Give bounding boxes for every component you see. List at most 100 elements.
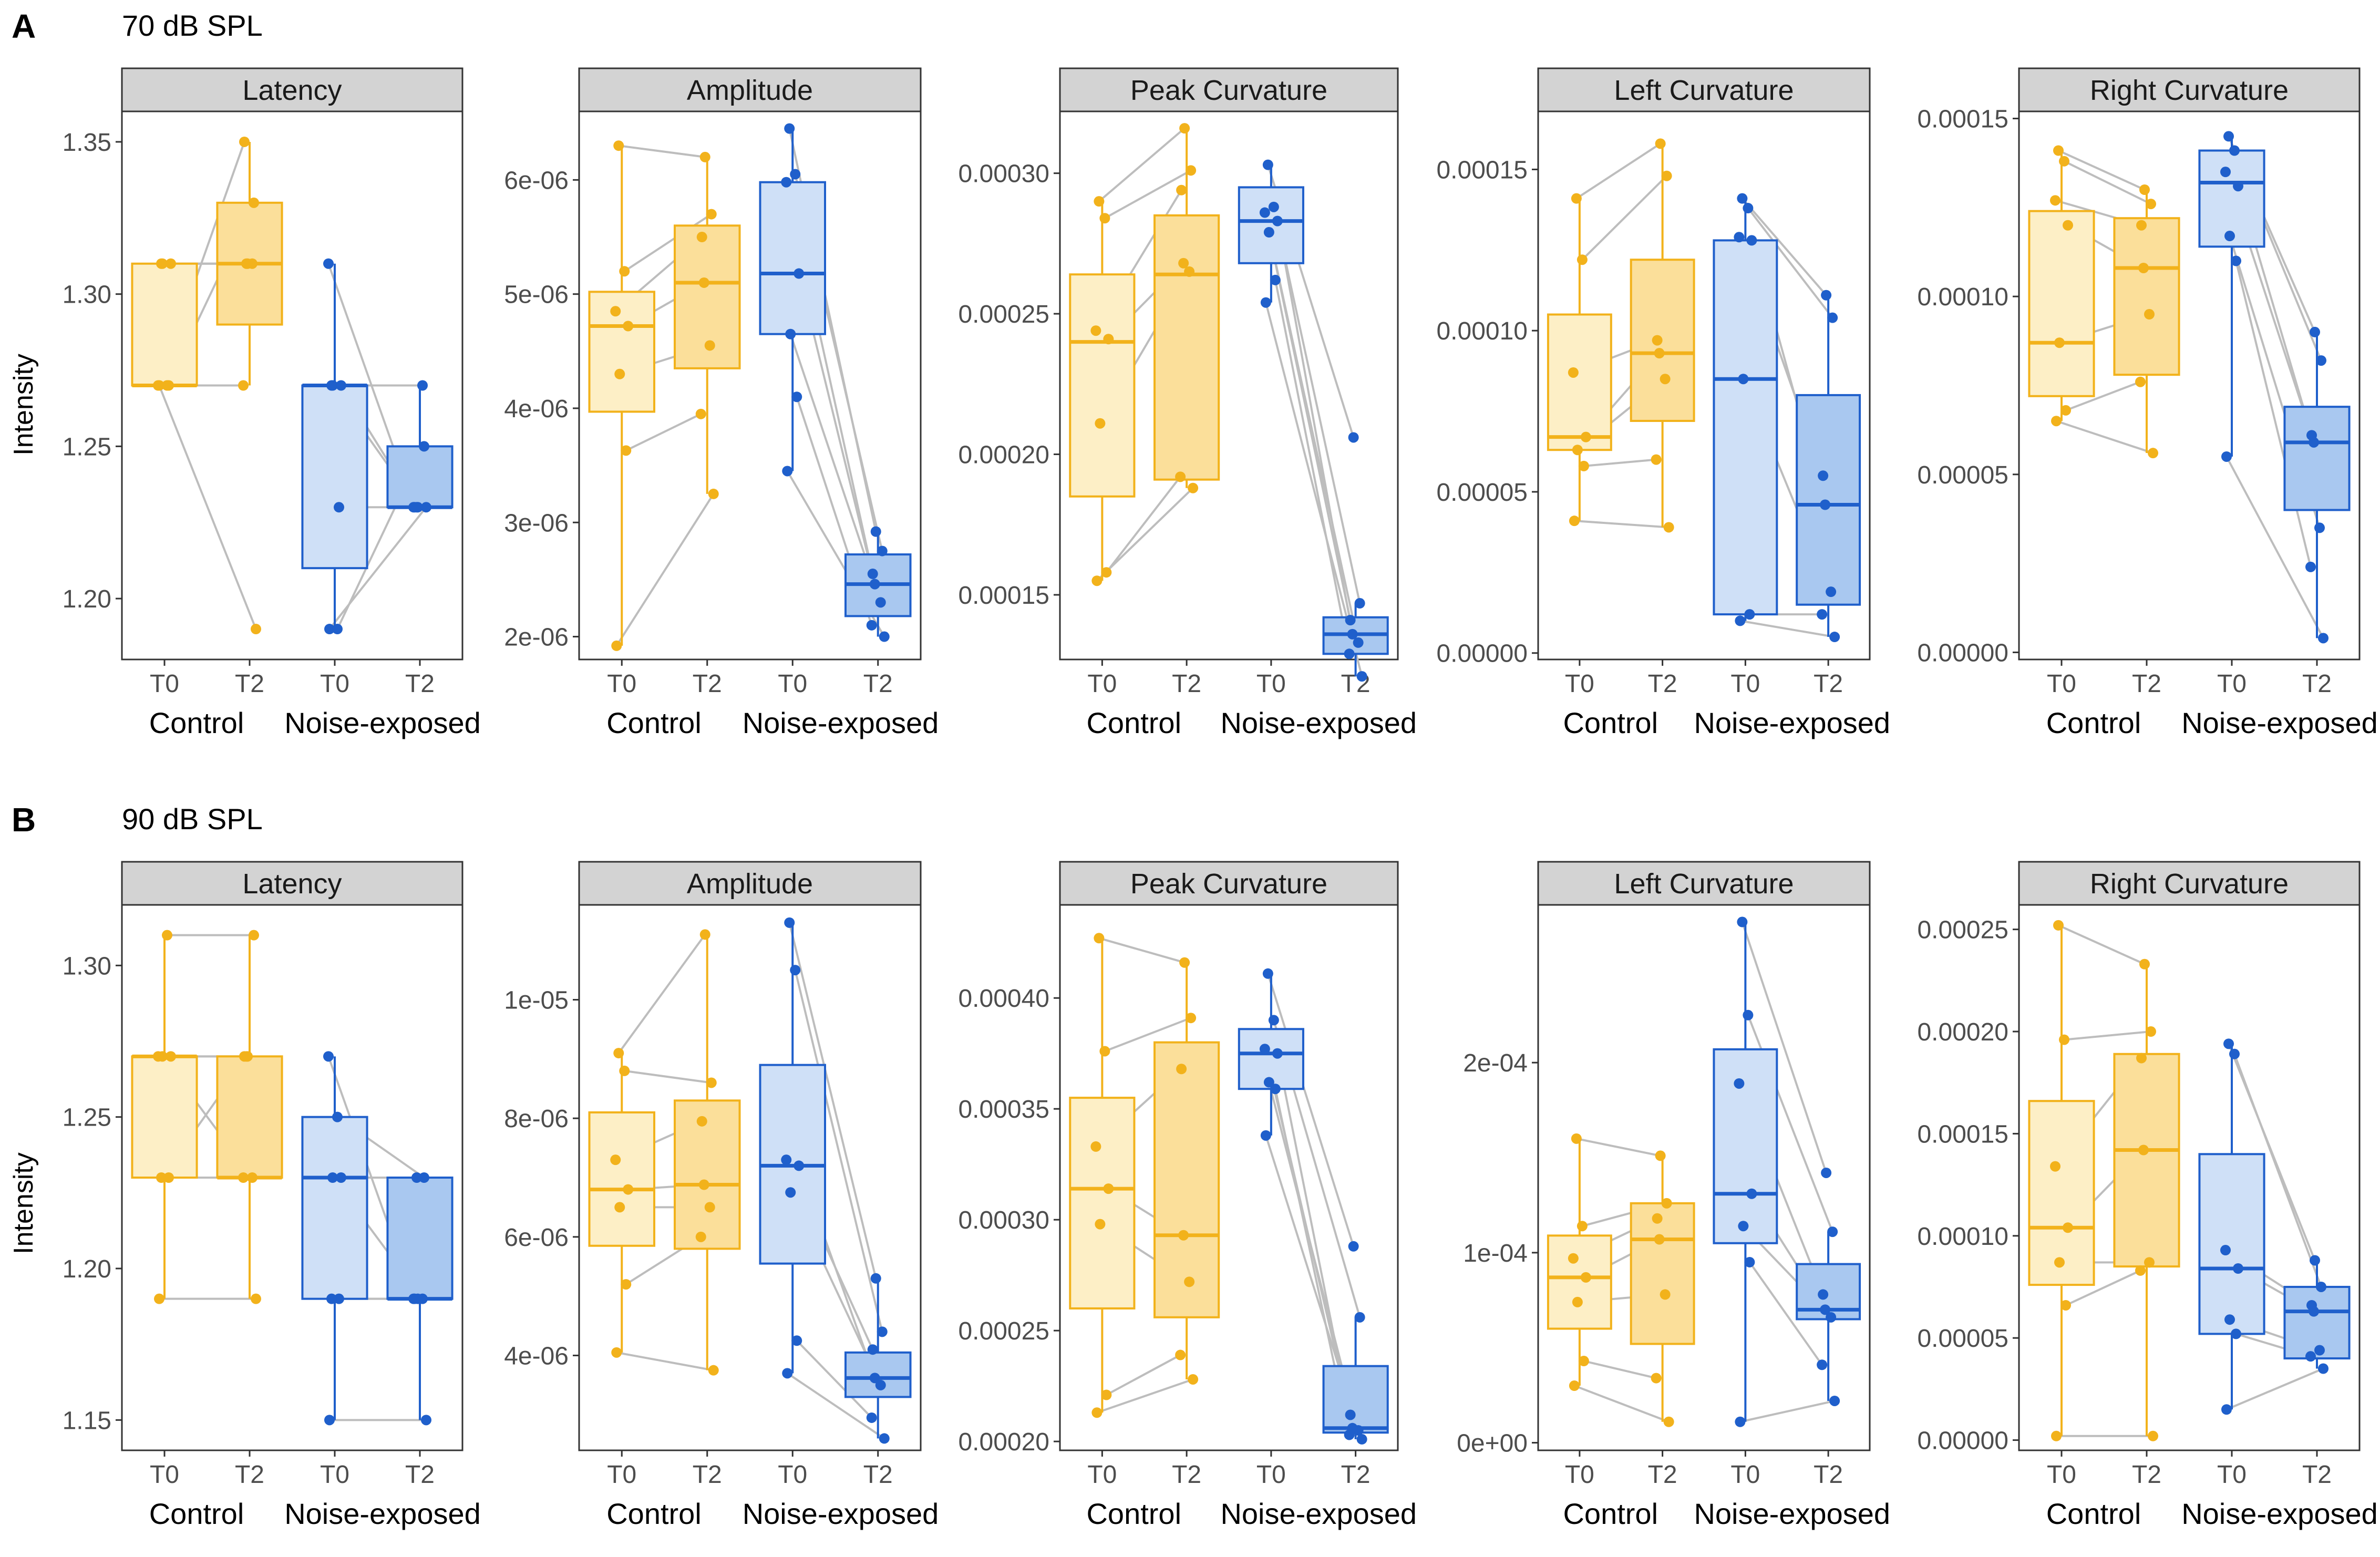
box-iqr <box>386 445 454 509</box>
panel-title: Peak Curvature <box>1130 75 1327 106</box>
data-point <box>2053 145 2064 156</box>
y-tick-label: 4e-06 <box>504 395 569 423</box>
pair-line <box>788 922 877 1279</box>
box-iqr <box>1322 1365 1389 1434</box>
pair-line <box>1581 175 1668 261</box>
data-point <box>1347 1422 1358 1434</box>
data-point <box>1826 586 1837 597</box>
data-point <box>1578 460 1589 471</box>
pair-line <box>2226 456 2324 639</box>
x-tick-label: T0 <box>607 670 636 698</box>
panel-strip <box>1537 67 1871 112</box>
data-point <box>877 1326 888 1337</box>
data-point <box>708 488 719 499</box>
group-label-noise-exposed: Noise-exposed <box>2181 1497 2378 1530</box>
pair-line <box>1106 1354 1181 1396</box>
data-point <box>1735 1416 1746 1427</box>
data-point <box>1817 1359 1828 1370</box>
panel-strip <box>121 67 463 112</box>
data-point <box>1090 1141 1101 1152</box>
data-point <box>623 1184 634 1195</box>
box-control-t2 <box>1630 1156 1695 1422</box>
group-label-noise-exposed: Noise-exposed <box>743 706 939 739</box>
box-iqr <box>674 1099 741 1250</box>
y-tick-label: 4e-06 <box>504 1342 569 1370</box>
y-tick-label: 1.20 <box>63 585 111 613</box>
box-iqr <box>131 262 198 387</box>
data-point <box>1820 1304 1831 1315</box>
pair-line <box>1266 973 1355 1247</box>
data-point <box>1263 226 1274 238</box>
y-tick-label: 0.00010 <box>1917 283 2008 311</box>
x-tick-label: T2 <box>693 1461 722 1489</box>
x-tick-label: T0 <box>1256 670 1286 698</box>
data-point <box>2060 405 2071 416</box>
panel-strip <box>2018 861 2361 906</box>
pair-line <box>1274 280 1351 654</box>
data-point <box>1651 454 1662 465</box>
data-point <box>1184 266 1195 277</box>
data-point <box>247 1172 257 1183</box>
box-control-t0 <box>1547 1138 1612 1386</box>
data-point <box>336 380 346 391</box>
data-point <box>2054 1257 2065 1268</box>
group-label-control: Control <box>1563 1497 1658 1530</box>
box-iqr <box>2113 1053 2180 1268</box>
data-point <box>790 169 801 180</box>
box-control-t2 <box>2113 964 2180 1436</box>
data-point <box>785 328 796 339</box>
panel-title: Right Curvature <box>2090 868 2289 900</box>
data-point <box>2316 355 2326 366</box>
data-point <box>1268 1015 1279 1026</box>
x-tick-label: T2 <box>405 1461 435 1489</box>
data-point <box>784 123 795 134</box>
group-label-control: Control <box>149 706 244 739</box>
data-point <box>1572 445 1583 456</box>
data-point <box>1176 184 1187 195</box>
data-point <box>879 631 890 642</box>
x-tick-label: T2 <box>1648 670 1677 698</box>
data-point <box>2316 1281 2326 1292</box>
data-point <box>1652 335 1663 346</box>
data-point <box>879 1433 890 1444</box>
box-control-t2 <box>1153 962 1220 1379</box>
data-point <box>1186 165 1197 176</box>
data-point <box>791 1335 802 1346</box>
group-label-control: Control <box>606 706 702 739</box>
x-tick-label: T2 <box>2302 1461 2332 1489</box>
y-tick-label: 0.00005 <box>1917 461 2008 489</box>
data-point <box>1099 1046 1110 1057</box>
data-point <box>1827 312 1838 323</box>
data-point <box>326 380 337 391</box>
data-point <box>1663 522 1674 533</box>
data-point <box>2305 561 2316 572</box>
data-point <box>781 177 792 188</box>
data-point <box>1175 471 1186 482</box>
box-iqr <box>2283 406 2351 511</box>
data-point <box>249 930 259 941</box>
data-point <box>1356 671 1367 682</box>
data-point <box>2318 1363 2329 1374</box>
data-point <box>1578 1356 1589 1367</box>
y-tick-label: 0e+00 <box>1457 1430 1528 1458</box>
data-point <box>1829 632 1840 643</box>
x-tick-label: T2 <box>1341 1461 1371 1489</box>
data-point <box>1103 1183 1114 1194</box>
data-point <box>619 1065 630 1076</box>
box-iqr <box>588 1111 655 1247</box>
x-tick-label: T2 <box>1648 1461 1677 1489</box>
data-point <box>2233 1263 2243 1274</box>
data-point <box>706 1077 717 1088</box>
data-point <box>2059 156 2069 167</box>
data-point <box>2063 220 2073 231</box>
box-control-t2 <box>674 934 741 1370</box>
data-point <box>791 391 802 403</box>
data-point <box>2135 376 2146 387</box>
data-point <box>623 321 634 332</box>
data-point <box>1345 1409 1356 1420</box>
data-point <box>867 569 878 580</box>
x-tick-label: T0 <box>1565 670 1594 698</box>
pair-line <box>2058 924 2145 965</box>
data-point <box>2223 131 2234 142</box>
y-tick-label: 0.00015 <box>1917 1120 2008 1148</box>
